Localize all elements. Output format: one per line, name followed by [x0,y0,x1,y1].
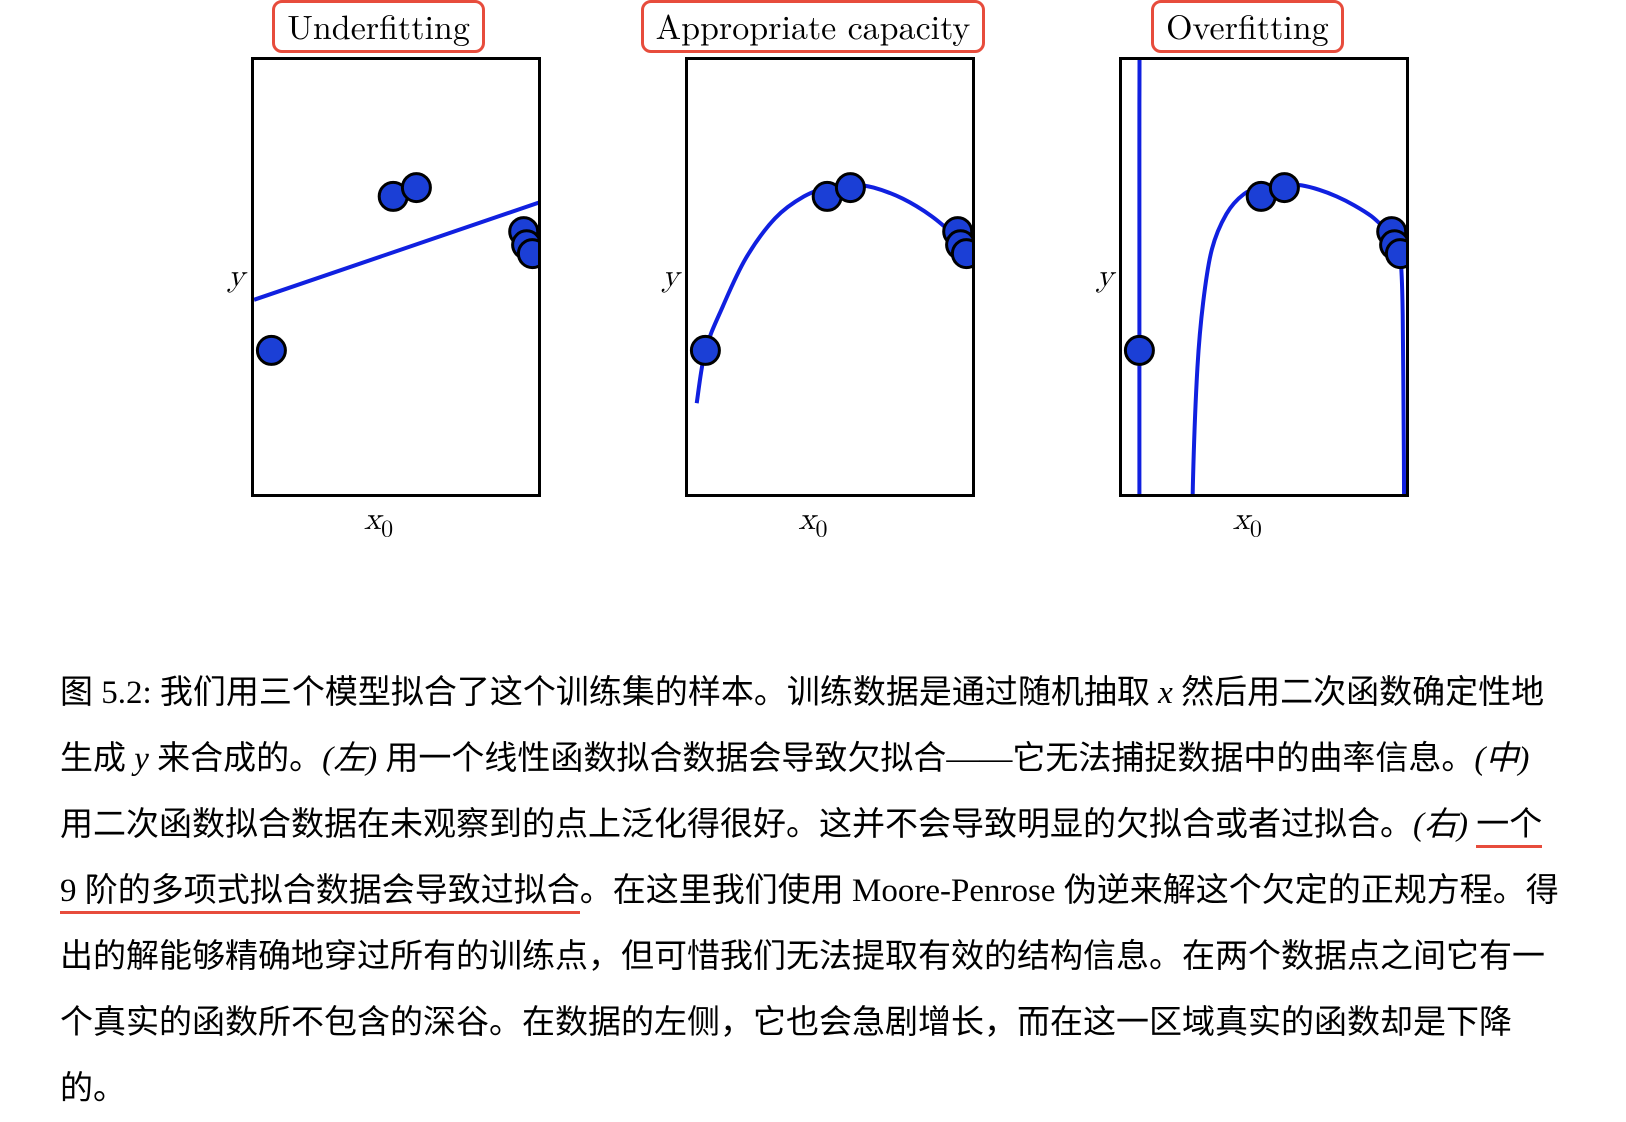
panel-appropriate: Appropriate capacity y x0 [641,0,986,544]
y-axis-label: y [1085,258,1113,296]
data-point-2 [836,173,864,201]
caption-pos-left: (左) [322,741,385,777]
data-point-2 [1271,173,1299,201]
data-point-2 [402,173,430,201]
plot-box-appropriate [685,57,975,497]
caption-text-left: 用一个线性函数拟合数据会导致欠拟合——它无法捕捉数据中的曲率信息。 [385,741,1474,777]
figure-panels: Underfittingyx0Appropriate capacityyx0Ov… [0,0,1626,544]
plot-svg-overfitting [1122,60,1409,497]
x-axis-label: x0 [799,501,828,544]
caption-pos-mid: (中) [1474,741,1529,777]
plot-wrap-overfitting: y [1085,57,1409,497]
fit-curve-1 [1192,184,1405,497]
caption-text-1a: 我们用三个模型拟合了这个训练集的样本。训练数据是通过随机抽取 [160,675,1158,711]
x-axis-label: x0 [364,501,393,544]
figure-caption: 图 5.2: 我们用三个模型拟合了这个训练集的样本。训练数据是通过随机抽取 x … [60,660,1566,1122]
y-axis-label: y [217,258,245,296]
data-point-5 [518,239,541,267]
fit-curve-0 [697,184,975,403]
caption-text-mid: 用二次函数拟合数据在未观察到的点上泛化得很好。这并不会导致明显的欠拟合或者过拟合… [60,807,1413,843]
panel-title-underfitting: Underfitting [272,0,484,53]
caption-pos-right: (右) [1413,807,1476,843]
fit-line [254,201,541,300]
plot-box-overfitting [1119,57,1409,497]
panel-title-overfitting: Overfitting [1151,0,1344,53]
caption-fig-label: 图 5.2: [60,675,160,711]
plot-wrap-underfitting: y [217,57,541,497]
caption-var-x: x [1158,675,1173,711]
plot-svg-appropriate [688,60,975,497]
panel-overfitting: Overfitting y x0 [1085,0,1409,544]
panel-underfitting: Underfitting y x0 [217,0,541,544]
fit-curve-0 [1140,60,1141,497]
plot-svg-underfitting [254,60,541,497]
caption-var-y: y [134,741,149,777]
panel-title-appropriate: Appropriate capacity [641,0,986,53]
x-axis-label: x0 [1233,501,1262,544]
y-axis-label: y [651,258,679,296]
data-point-0 [691,336,719,364]
data-point-5 [952,239,975,267]
caption-text-1c: 来合成的。 [149,741,322,777]
data-point-0 [1126,336,1154,364]
plot-wrap-appropriate: y [651,57,975,497]
data-point-0 [257,336,285,364]
data-point-5 [1387,239,1410,267]
plot-box-underfitting [251,57,541,497]
